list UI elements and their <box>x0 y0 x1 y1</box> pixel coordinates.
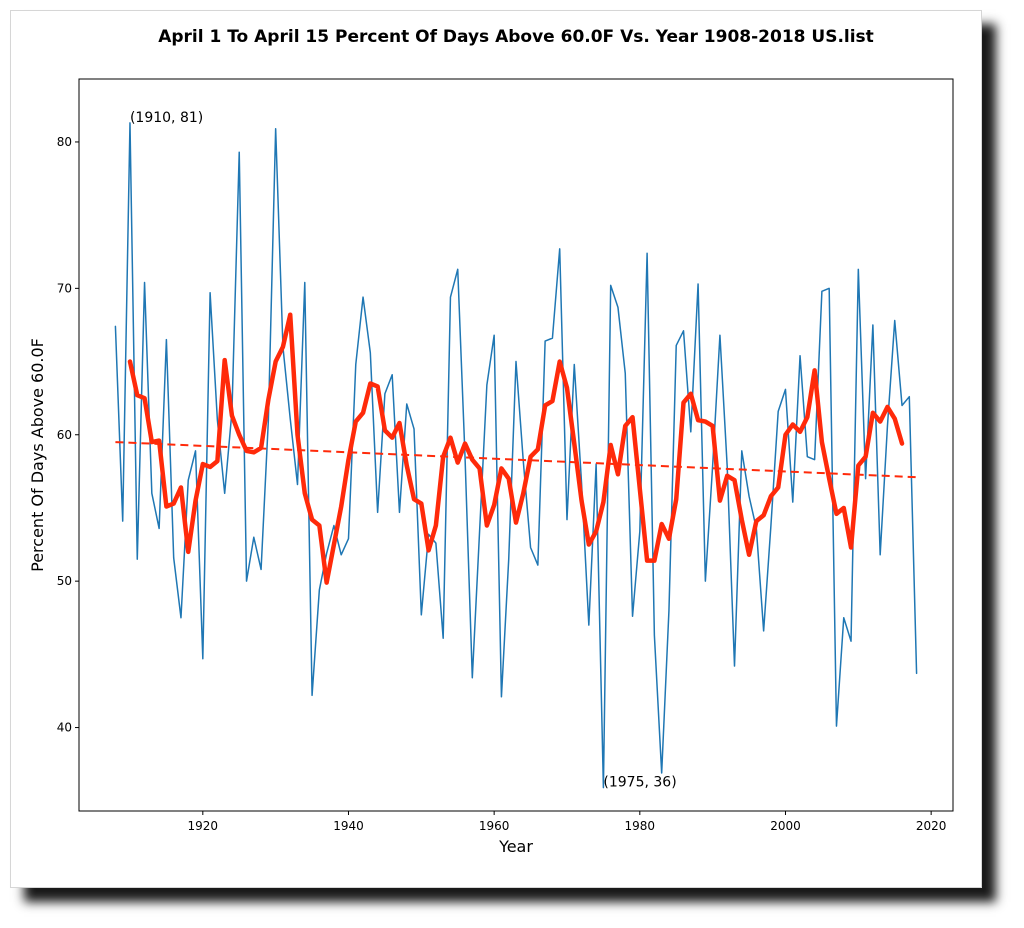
y-tick-label: 40 <box>57 721 72 735</box>
annotation-label: (1975, 36) <box>603 775 676 791</box>
x-tick-label: 1920 <box>188 819 219 833</box>
chart: April 1 To April 15 Percent Of Days Abov… <box>28 27 954 856</box>
x-tick-label: 1960 <box>479 819 510 833</box>
chart-frame: April 1 To April 15 Percent Of Days Abov… <box>10 10 982 888</box>
smoothed-series-line <box>127 312 905 585</box>
y-tick-label: 70 <box>57 281 72 295</box>
trend-series-line <box>115 441 917 479</box>
x-tick-label: 1980 <box>625 819 656 833</box>
annual-series-line <box>114 122 918 789</box>
y-tick-label: 50 <box>57 574 72 588</box>
x-axis-label: Year <box>498 837 533 856</box>
x-tick-label: 1940 <box>333 819 364 833</box>
y-tick-label: 60 <box>57 428 72 442</box>
x-tick-label: 2020 <box>916 819 947 833</box>
plot-area: 1920 1940 1960 1980 2000 2020 40 50 60 70 80 (1910,… <box>57 78 954 833</box>
annotation-label: (1910, 81) <box>130 110 203 126</box>
chart-title: April 1 To April 15 Percent Of Days Abov… <box>158 27 874 47</box>
y-tick-label: 80 <box>57 135 72 149</box>
y-axis-label: Percent Of Days Above 60.0F <box>28 338 47 572</box>
x-tick-label: 2000 <box>770 819 801 833</box>
axes-box <box>78 78 954 812</box>
